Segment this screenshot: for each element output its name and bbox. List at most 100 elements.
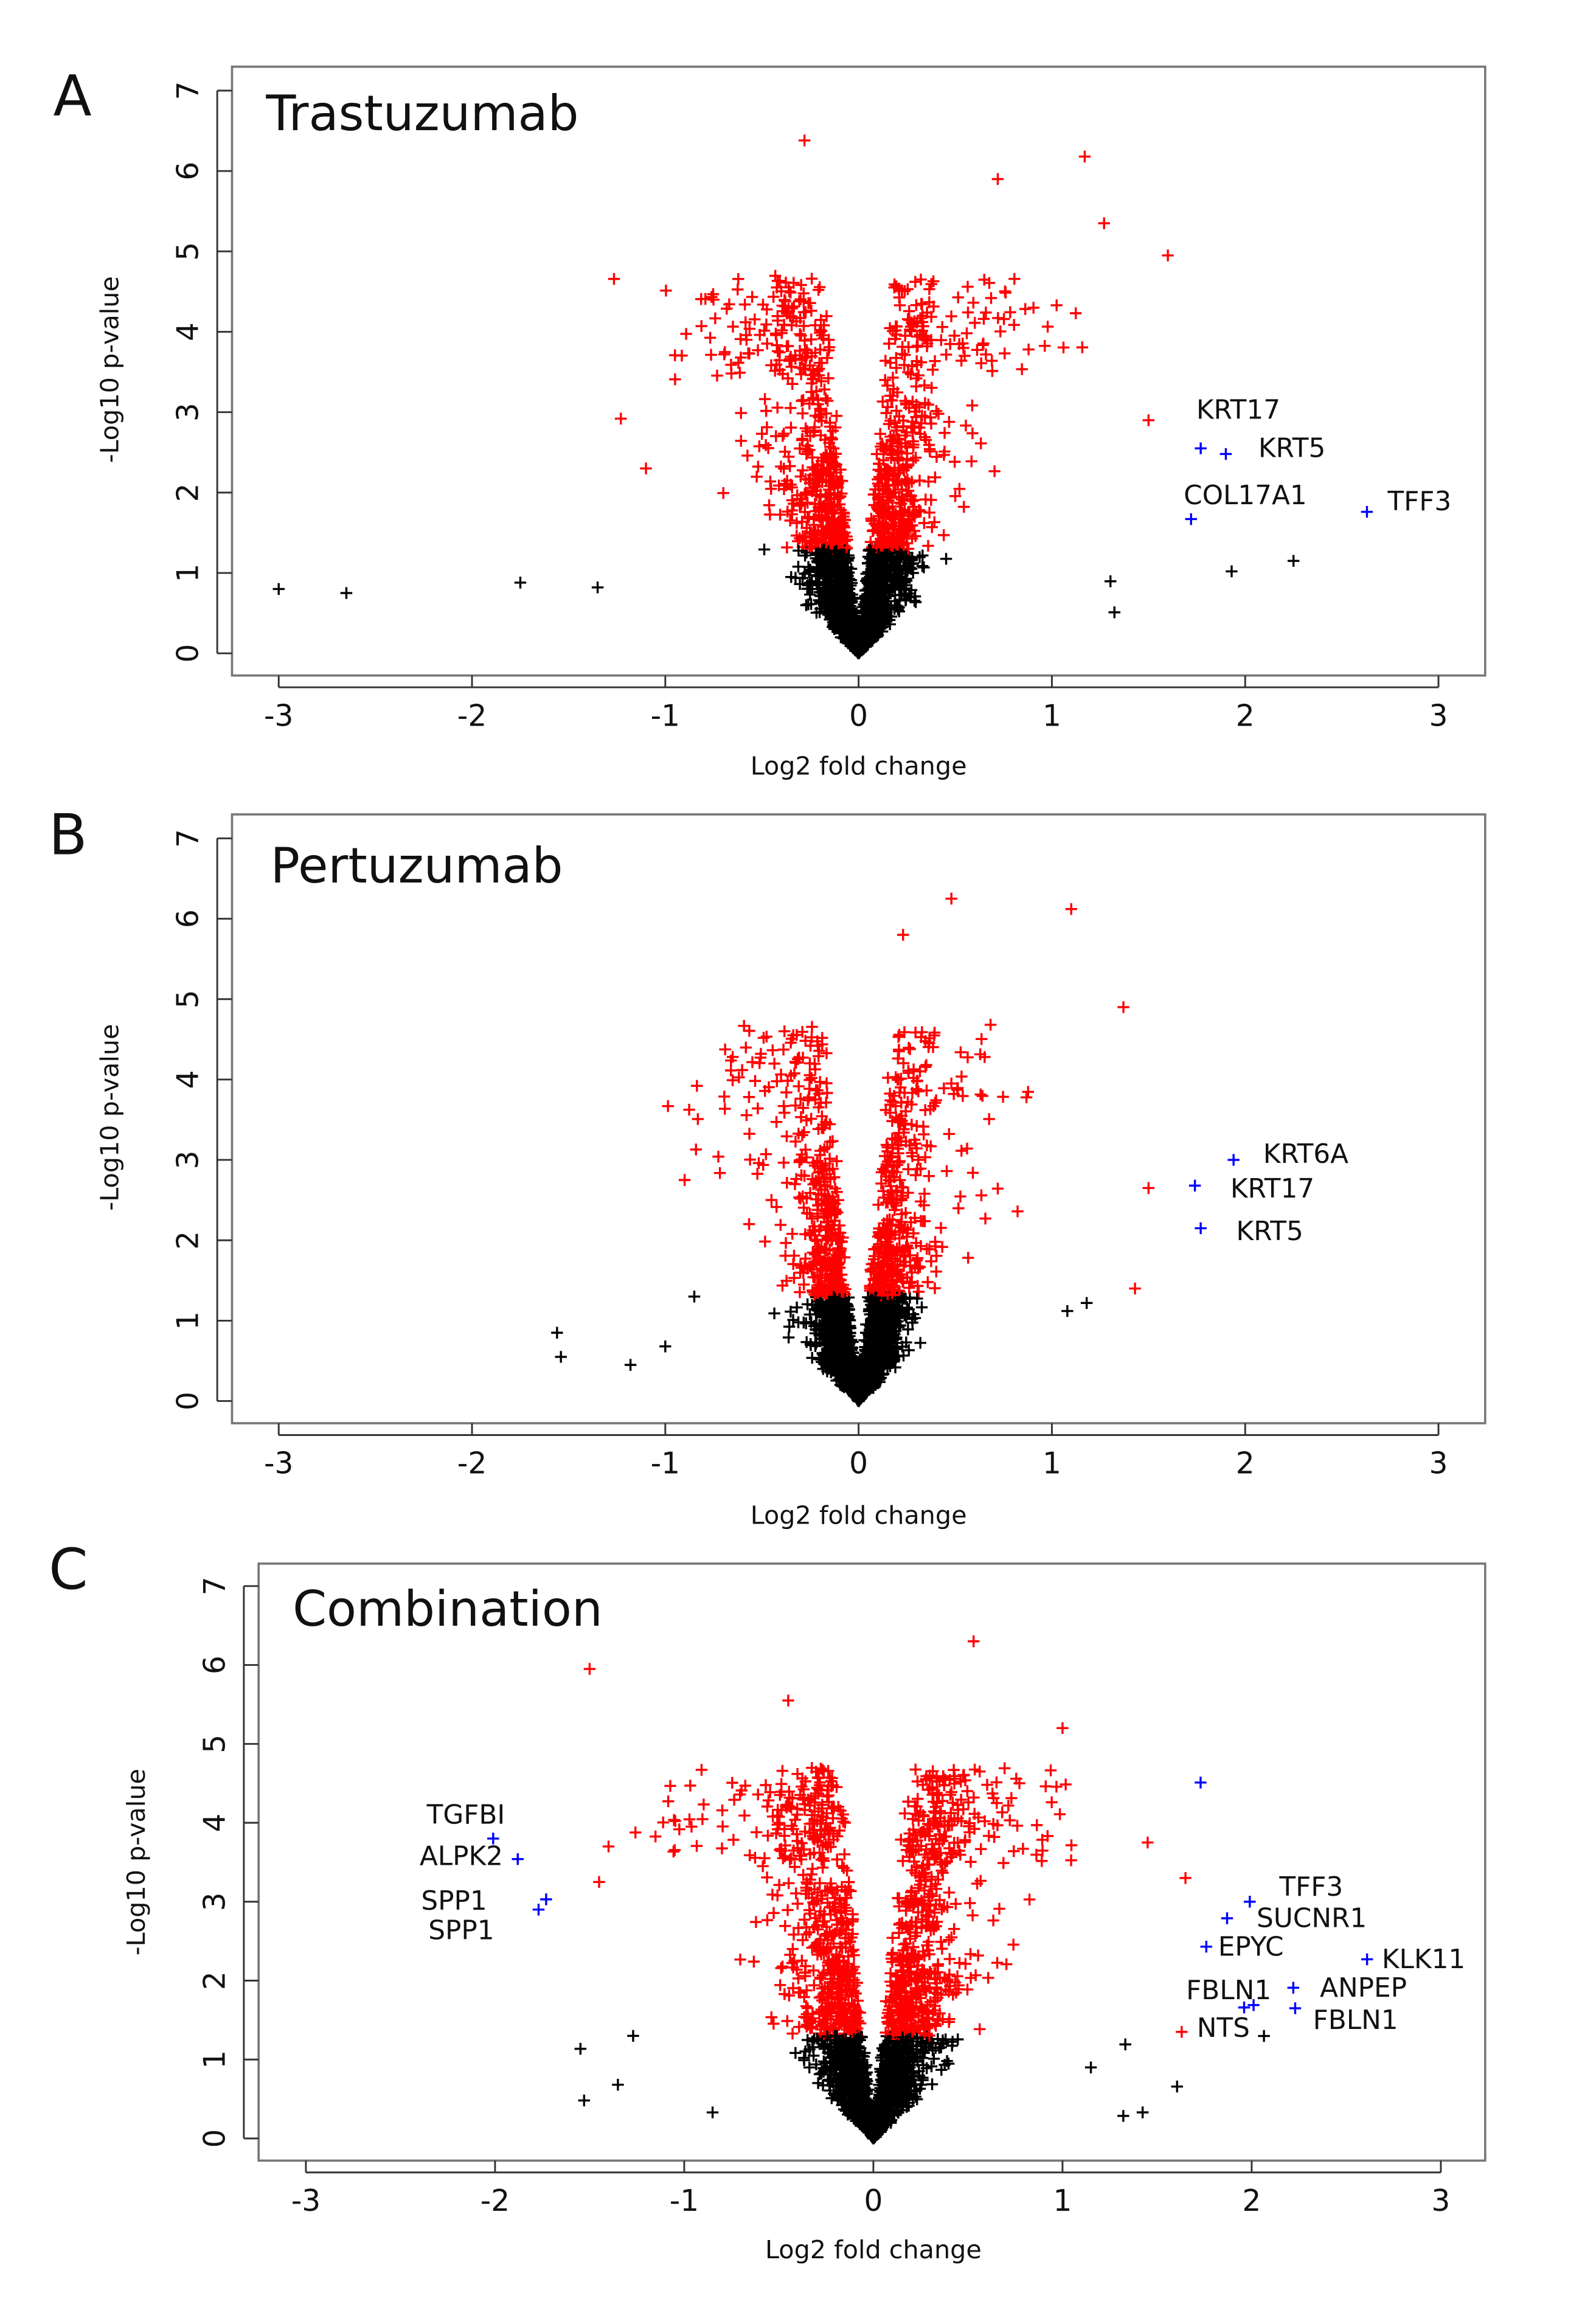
data-point (719, 1103, 731, 1115)
highlighted-point (1220, 448, 1232, 460)
data-point (907, 454, 920, 466)
data-point (1287, 555, 1300, 567)
data-point (925, 278, 937, 290)
data-point (780, 1086, 793, 1098)
data-point (768, 1307, 780, 1320)
data-point (784, 402, 797, 414)
data-point (514, 577, 527, 589)
data-point (758, 543, 771, 556)
data-point (782, 1331, 795, 1344)
data-point (793, 295, 805, 307)
data-point (660, 285, 672, 297)
data-point (1108, 606, 1120, 619)
data-point (669, 373, 681, 386)
data-point (909, 451, 922, 464)
data-point (917, 310, 929, 322)
data-point (784, 515, 796, 527)
x-tick-label: 1 (1043, 1447, 1061, 1481)
data-point (709, 312, 721, 325)
data-point (977, 313, 990, 325)
x-tick-label: 0 (849, 699, 868, 733)
data-point (699, 293, 712, 305)
data-point (704, 331, 716, 344)
data-point (923, 1170, 935, 1182)
data-point (732, 356, 744, 369)
data-point (805, 305, 817, 317)
data-point (760, 404, 772, 417)
x-tick-label: -1 (651, 1447, 680, 1481)
y-axis-label: -Log10 p-value (95, 1024, 124, 1211)
data-point (882, 463, 894, 476)
data-point (742, 347, 754, 359)
data-point (930, 1250, 943, 1262)
data-point (893, 1044, 905, 1056)
data-point (793, 1080, 805, 1092)
data-point (809, 319, 822, 331)
data-point (926, 521, 938, 533)
data-point (986, 365, 999, 377)
data-point (984, 1019, 997, 1031)
data-point (903, 305, 915, 317)
data-point (965, 455, 977, 468)
data-point (738, 298, 751, 311)
data-point (780, 276, 792, 289)
data-point (789, 1136, 802, 1148)
data-point (819, 392, 832, 404)
data-point (930, 405, 943, 417)
x-tick-label: 3 (1429, 699, 1448, 733)
data-point (999, 285, 1011, 297)
data-point (1098, 217, 1110, 229)
data-point (1226, 565, 1238, 578)
data-point (952, 1202, 965, 1215)
data-point (1008, 272, 1021, 285)
data-point (958, 501, 970, 513)
data-point (962, 280, 974, 293)
data-point (988, 465, 1001, 477)
data-point (766, 1044, 779, 1056)
data-point (789, 353, 802, 365)
data-point (913, 401, 926, 414)
data-point (777, 428, 790, 440)
data-point (914, 312, 926, 325)
data-point (695, 320, 707, 332)
data-point (805, 350, 818, 362)
gene-label: KRT5 (1258, 432, 1325, 463)
data-point (780, 1130, 793, 1143)
data-point (821, 1077, 833, 1089)
data-point (956, 1070, 968, 1083)
data-point (1078, 150, 1091, 163)
data-point (1104, 575, 1117, 588)
plot-frame (231, 65, 1487, 677)
data-point (746, 291, 758, 303)
data-point (877, 454, 890, 466)
data-point (1022, 343, 1035, 356)
data-point (1076, 341, 1089, 353)
data-point (920, 434, 932, 446)
x-tick-label: -1 (651, 699, 680, 733)
data-point (717, 487, 729, 499)
data-point (719, 1043, 731, 1056)
data-point (980, 349, 992, 361)
data-point (925, 1255, 937, 1267)
data-point (976, 1090, 988, 1102)
data-point (902, 1163, 914, 1176)
data-point (718, 1091, 730, 1103)
data-point (943, 415, 956, 428)
data-point (926, 364, 939, 376)
data-point (967, 296, 980, 309)
panel-letter: A (53, 63, 91, 129)
data-point (918, 517, 931, 529)
data-point (886, 501, 898, 513)
highlighted-point (1361, 505, 1373, 518)
data-point (985, 292, 998, 304)
data-point (820, 407, 833, 420)
points (272, 134, 1300, 659)
data-point (991, 173, 1004, 186)
data-point (909, 276, 921, 288)
data-point (668, 349, 681, 361)
data-point (798, 134, 811, 147)
data-point (975, 1189, 988, 1202)
x-tick-label: -3 (264, 1447, 293, 1481)
data-point (818, 383, 831, 396)
